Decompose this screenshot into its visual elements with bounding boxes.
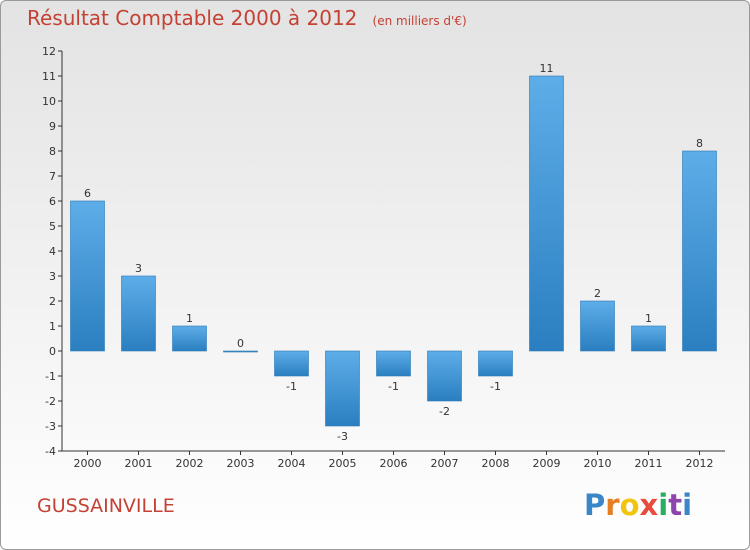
x-tick-label-2004: 2004: [278, 457, 306, 470]
title-row: Résultat Comptable 2000 à 2012 (en milli…: [27, 6, 467, 30]
x-tick-label-2003: 2003: [227, 457, 255, 470]
value-label-2000: 6: [84, 187, 91, 200]
y-tick-label: 8: [49, 145, 56, 158]
value-label-2005: -3: [337, 430, 348, 443]
y-tick-label: 12: [42, 45, 56, 58]
value-label-2001: 3: [135, 262, 142, 275]
x-tick-label-2000: 2000: [74, 457, 102, 470]
bar-2007: [427, 350, 462, 402]
bar-2000: [70, 200, 105, 352]
bar-2009: [529, 75, 564, 352]
y-tick-label: 9: [49, 120, 56, 133]
bar-2001: [121, 275, 156, 352]
value-label-2007: -2: [439, 405, 450, 418]
x-tick-label-2008: 2008: [482, 457, 510, 470]
value-label-2010: 2: [594, 287, 601, 300]
y-tick-label: 11: [42, 70, 56, 83]
y-tick-label: 7: [49, 170, 56, 183]
bar-2002: [172, 325, 207, 352]
town-name: GUSSAINVILLE: [37, 495, 175, 517]
x-tick-label-2001: 2001: [125, 457, 153, 470]
value-label-2009: 11: [540, 62, 554, 75]
x-tick-label-2006: 2006: [380, 457, 408, 470]
chart-subtitle: (en milliers d'€): [372, 14, 467, 28]
y-tick-label: -3: [45, 420, 56, 433]
y-tick-label: 10: [42, 95, 56, 108]
value-label-2008: -1: [490, 380, 501, 393]
y-tick-label: 1: [49, 320, 56, 333]
y-tick-label: -1: [45, 370, 56, 383]
bar-2005: [325, 350, 360, 427]
y-tick-label: 6: [49, 195, 56, 208]
proxiti-logo: Proxiti: [584, 488, 693, 522]
y-tick-label: 4: [49, 245, 56, 258]
value-label-2011: 1: [645, 312, 652, 325]
value-label-2003: 0: [237, 337, 244, 350]
bar-2004: [274, 350, 309, 377]
bar-2006: [376, 350, 411, 377]
value-label-2006: -1: [388, 380, 399, 393]
y-tick-label: 2: [49, 295, 56, 308]
value-label-2004: -1: [286, 380, 297, 393]
y-tick-label: -4: [45, 445, 56, 458]
bar-2003: [223, 350, 258, 353]
y-tick-label: 5: [49, 220, 56, 233]
x-tick-label-2005: 2005: [329, 457, 357, 470]
x-tick-label-2007: 2007: [431, 457, 459, 470]
x-tick-label-2009: 2009: [533, 457, 561, 470]
bar-2011: [631, 325, 666, 352]
value-label-2002: 1: [186, 312, 193, 325]
x-tick-label-2012: 2012: [686, 457, 714, 470]
y-tick-label: 0: [49, 345, 56, 358]
y-tick-label: -2: [45, 395, 56, 408]
y-tick-label: 3: [49, 270, 56, 283]
value-label-2012: 8: [696, 137, 703, 150]
bar-2010: [580, 300, 615, 352]
x-tick-label-2011: 2011: [635, 457, 663, 470]
x-tick-label-2010: 2010: [584, 457, 612, 470]
bar-2008: [478, 350, 513, 377]
x-tick-label-2002: 2002: [176, 457, 204, 470]
bar-2012: [682, 150, 717, 352]
chart-title: Résultat Comptable 2000 à 2012: [27, 6, 358, 30]
